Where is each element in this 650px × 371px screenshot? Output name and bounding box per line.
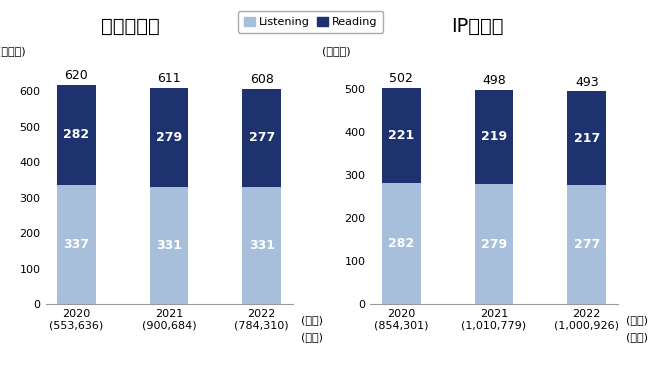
Text: 331: 331 [249,239,275,252]
Bar [242,187,281,304]
Bar [57,185,96,304]
Y-axis label: (スコア): (スコア) [0,46,25,56]
Bar [382,183,421,304]
Text: 337: 337 [63,238,89,251]
Bar [150,187,188,304]
Bar [150,88,188,187]
Y-axis label: (スコア): (スコア) [322,46,350,56]
Text: 502: 502 [389,72,413,85]
Text: 620: 620 [64,69,88,82]
Text: 公開テスト: 公開テスト [101,17,159,36]
Text: 608: 608 [250,73,274,86]
Text: 331: 331 [156,239,182,252]
Bar [474,90,514,184]
Bar [567,92,606,185]
Legend: Listening, Reading: Listening, Reading [238,11,384,33]
Bar [382,88,421,183]
Text: 221: 221 [388,129,414,142]
Text: IPテスト: IPテスト [452,17,504,36]
Bar [242,89,281,187]
Text: (人数): (人数) [626,332,648,342]
Text: 277: 277 [249,131,275,144]
Text: 493: 493 [575,76,599,89]
Text: 498: 498 [482,74,506,87]
Text: 611: 611 [157,72,181,85]
Bar [567,185,606,304]
Text: 282: 282 [388,237,414,250]
Text: 277: 277 [574,238,600,251]
Text: (年度): (年度) [626,315,648,325]
Text: 279: 279 [156,131,182,144]
Text: 282: 282 [63,128,89,141]
Text: (年度): (年度) [301,315,323,325]
Bar [474,184,514,304]
Text: 279: 279 [481,238,507,251]
Text: 219: 219 [481,131,507,144]
Bar [57,85,96,185]
Text: 217: 217 [574,132,600,145]
Text: (人数): (人数) [301,332,323,342]
